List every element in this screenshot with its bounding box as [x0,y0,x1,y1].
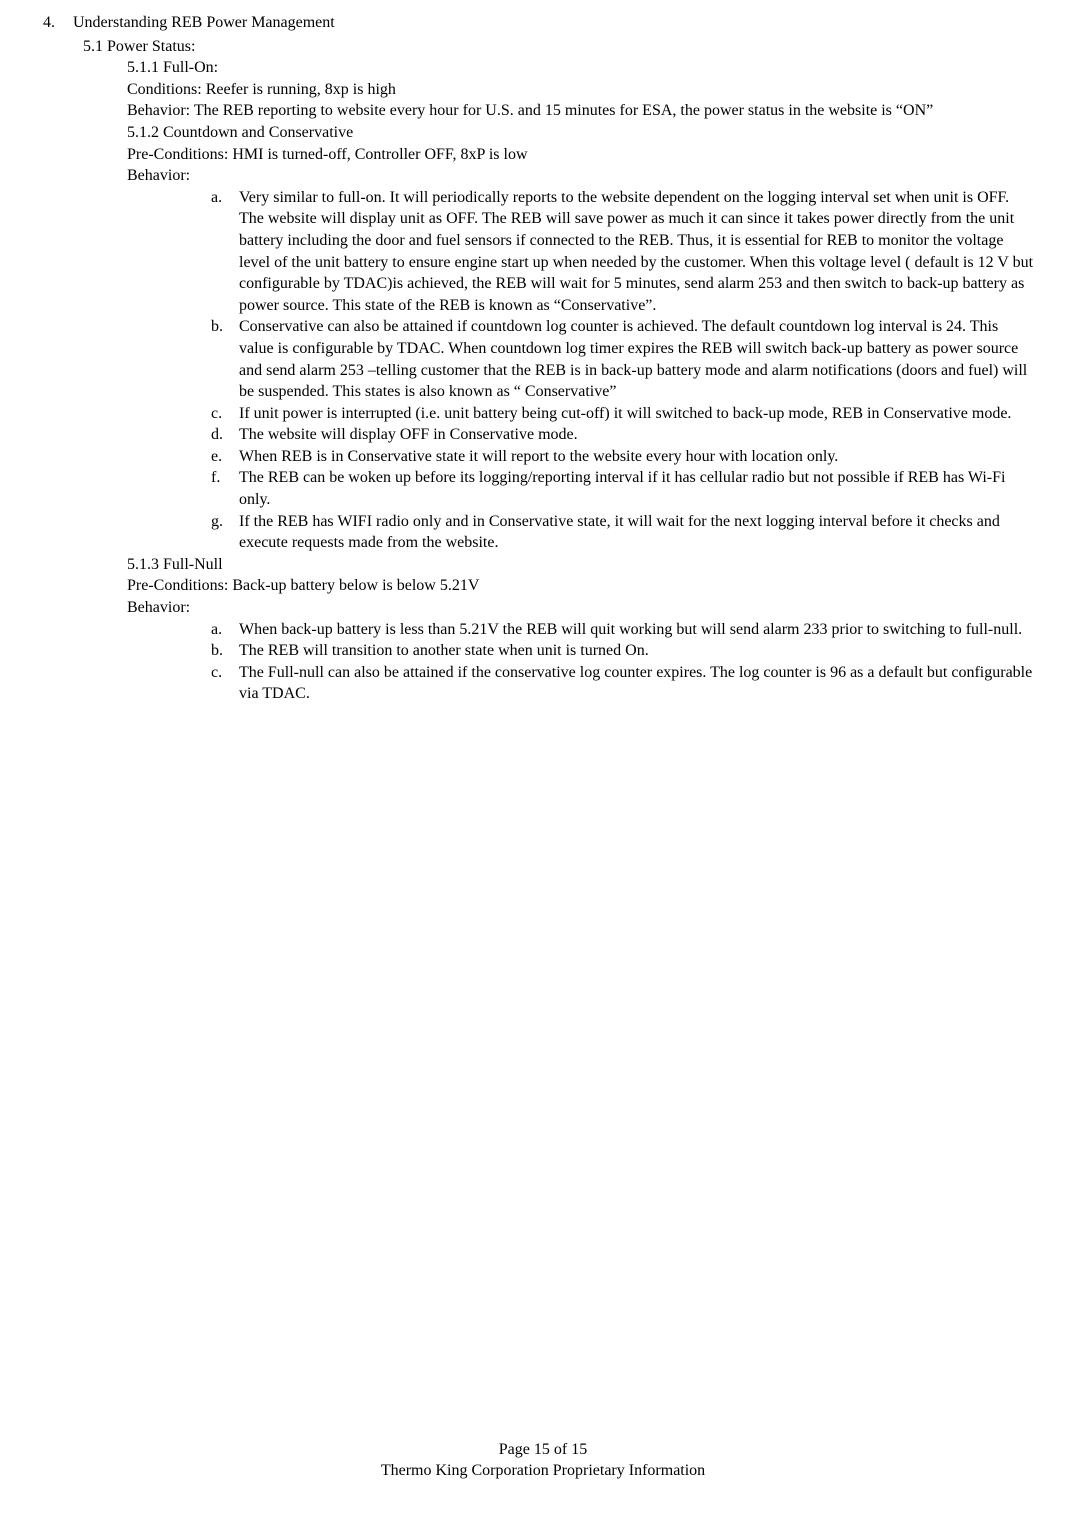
list-label-b: b. [211,316,239,402]
behavior-text: The REB reporting to website every hour … [194,102,933,119]
list-label-a: a. [211,187,239,317]
conditions-text: Reefer is running, 8xp is high [206,81,396,98]
document-page: 4. Understanding REB Power Management 5.… [43,12,1043,1492]
list-label-c: c. [211,662,239,705]
section-number: 4. [43,12,69,34]
list-label-f: f. [211,467,239,510]
page-number: Page 15 of 15 [43,1439,1043,1461]
list-text-b: Conservative can also be attained if cou… [239,316,1043,402]
list-item: e. When REB is in Conservative state it … [211,446,1043,468]
s511-behavior: Behavior: The REB reporting to website e… [127,100,1043,122]
list-label-e: e. [211,446,239,468]
list-text-d: The website will display OFF in Conserva… [239,424,1043,446]
list-text-c: The Full-null can also be attained if th… [239,662,1043,705]
subsection-heading: 5.1 Power Status: [83,36,1043,58]
list-label-a: a. [211,619,239,641]
list-item: a. When back-up battery is less than 5.2… [211,619,1043,641]
list-item: a. Very similar to full-on. It will peri… [211,187,1043,317]
s512-heading: 5.1.2 Countdown and Conservative [127,122,1043,144]
precond-label: Pre-Conditions: [127,146,228,163]
s513-preconditions: Pre-Conditions: Back-up battery below is… [127,575,1043,597]
list-text-a: When back-up battery is less than 5.21V … [239,619,1043,641]
list-item: f. The REB can be woken up before its lo… [211,467,1043,510]
section-heading: 4. Understanding REB Power Management [43,12,1043,34]
section-title: Understanding REB Power Management [73,14,335,31]
s513-heading: 5.1.3 Full-Null [127,554,1043,576]
s511-heading: 5.1.1 Full-On: [127,57,1043,79]
list-item: b. Conservative can also be attained if … [211,316,1043,402]
list-label-b: b. [211,640,239,662]
precond-text: HMI is turned-off, Controller OFF, 8xP i… [232,146,527,163]
list-text-g: If the REB has WIFI radio only and in Co… [239,511,1043,554]
section-512: 5.1.2 Countdown and Conservative Pre-Con… [127,122,1043,187]
section-513: 5.1.3 Full-Null Pre-Conditions: Back-up … [127,554,1043,619]
list-item: g. If the REB has WIFI radio only and in… [211,511,1043,554]
proprietary-notice: Thermo King Corporation Proprietary Info… [43,1460,1043,1482]
list-text-c: If unit power is interrupted (i.e. unit … [239,403,1043,425]
s512-behavior-label: Behavior: [127,165,1043,187]
list-item: c. If unit power is interrupted (i.e. un… [211,403,1043,425]
list-label-c: c. [211,403,239,425]
list-text-f: The REB can be woken up before its loggi… [239,467,1043,510]
list-text-a: Very similar to full-on. It will periodi… [239,187,1043,317]
page-footer: Page 15 of 15 Thermo King Corporation Pr… [43,1439,1043,1482]
list-item: d. The website will display OFF in Conse… [211,424,1043,446]
precond-label: Pre-Conditions: [127,577,228,594]
list-label-g: g. [211,511,239,554]
precond-text: Back-up battery below is below 5.21V [232,577,479,594]
s512-preconditions: Pre-Conditions: HMI is turned-off, Contr… [127,144,1043,166]
conditions-label: Conditions: [127,81,202,98]
list-item: b. The REB will transition to another st… [211,640,1043,662]
list-item: c. The Full-null can also be attained if… [211,662,1043,705]
behavior-label: Behavior: [127,102,190,119]
subsection-title: Power Status: [107,38,195,55]
subsection-number: 5.1 [83,38,103,55]
s513-list: a. When back-up battery is less than 5.2… [211,619,1043,705]
s513-behavior-label: Behavior: [127,597,1043,619]
s512-list: a. Very similar to full-on. It will peri… [211,187,1043,554]
section-511: 5.1.1 Full-On: Conditions: Reefer is run… [127,57,1043,122]
list-text-b: The REB will transition to another state… [239,640,1043,662]
list-label-d: d. [211,424,239,446]
s511-conditions: Conditions: Reefer is running, 8xp is hi… [127,79,1043,101]
list-text-e: When REB is in Conservative state it wil… [239,446,1043,468]
